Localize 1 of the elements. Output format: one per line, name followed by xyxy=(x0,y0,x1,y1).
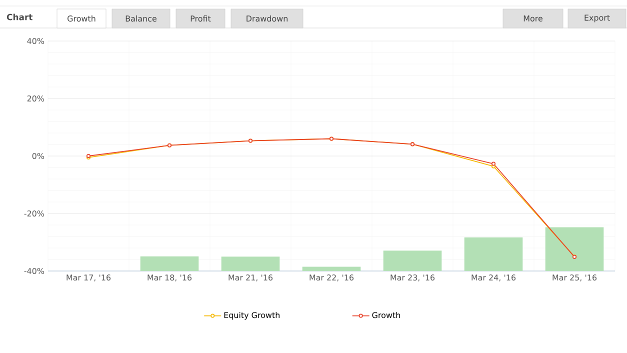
chart-title: Chart xyxy=(6,14,33,20)
